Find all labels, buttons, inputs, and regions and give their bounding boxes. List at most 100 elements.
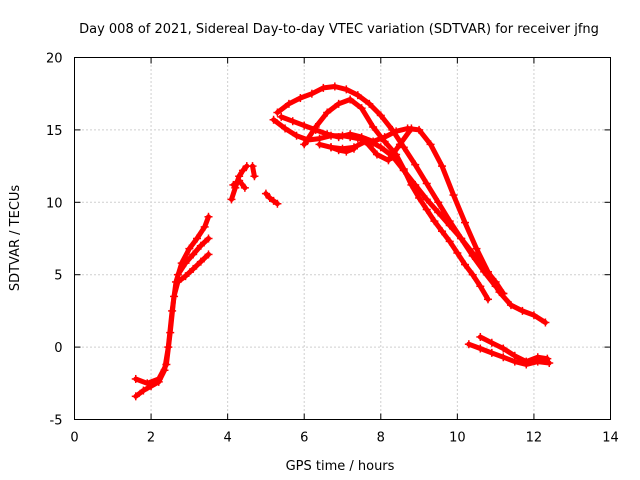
data-point <box>131 374 140 383</box>
x-tick-label: 8 <box>377 431 385 446</box>
data-point <box>506 301 515 310</box>
data-point <box>323 130 332 139</box>
data-point <box>330 82 339 91</box>
data-point <box>483 295 492 304</box>
data-point <box>457 234 466 243</box>
data-point <box>181 259 190 268</box>
data-point <box>476 344 485 353</box>
data-point <box>461 260 470 269</box>
data-point <box>342 85 351 94</box>
data-point <box>499 353 508 362</box>
data-point <box>346 130 355 139</box>
data-point <box>131 392 140 401</box>
data-point <box>173 277 182 286</box>
data-point <box>319 83 328 92</box>
data-point <box>487 348 496 357</box>
data-point <box>415 125 424 134</box>
data-point <box>543 354 552 363</box>
data-point <box>472 244 481 253</box>
data-point <box>399 164 408 173</box>
data-point <box>438 227 447 236</box>
data-point <box>334 99 343 108</box>
data-point <box>461 218 470 227</box>
plot-frame <box>74 57 611 420</box>
data-point <box>204 234 213 243</box>
data-point <box>196 257 205 266</box>
data-point <box>376 111 385 120</box>
data-point <box>426 140 435 149</box>
data-point <box>327 143 336 152</box>
data-point <box>372 150 381 159</box>
data-point <box>334 133 343 142</box>
data-point <box>238 166 247 175</box>
data-point <box>411 160 420 169</box>
y-tick-label: 10 <box>46 196 63 211</box>
y-tick-label: 15 <box>46 124 63 139</box>
data-point <box>422 205 431 214</box>
x-tick-label: 6 <box>300 431 308 446</box>
data-point <box>407 124 416 133</box>
data-point <box>495 288 504 297</box>
x-axis-label: GPS time / hours <box>286 459 395 474</box>
data-point <box>357 104 366 113</box>
data-point <box>434 198 443 207</box>
data-point <box>365 99 374 108</box>
data-point <box>181 272 190 281</box>
data-point <box>250 172 259 181</box>
series-line-track-7 <box>263 191 280 207</box>
y-tick-label: -5 <box>50 414 63 429</box>
data-point <box>139 386 148 395</box>
data-point <box>300 140 309 149</box>
data-point <box>522 357 531 366</box>
data-point <box>154 374 163 383</box>
data-point <box>204 212 213 221</box>
data-point <box>204 250 213 259</box>
y-axis-label: SDTVAR / TECUs <box>8 185 23 292</box>
data-point <box>476 282 485 291</box>
data-point <box>185 244 194 253</box>
data-point <box>269 115 278 124</box>
data-point <box>235 176 244 185</box>
data-point <box>342 147 351 156</box>
data-point <box>483 267 492 276</box>
data-point <box>518 306 527 315</box>
data-point <box>499 344 508 353</box>
data-point <box>434 208 443 217</box>
data-point <box>288 117 297 126</box>
data-point <box>311 123 320 132</box>
data-point <box>449 191 458 200</box>
data-point <box>323 108 332 117</box>
data-point <box>189 264 198 273</box>
data-point <box>277 112 286 121</box>
data-point <box>292 131 301 140</box>
x-tick-label: 14 <box>602 431 619 446</box>
data-point <box>307 89 316 98</box>
axis-ticks: 0 2 4 6 8 10 12 14 -5 0 5 10 15 20 <box>46 52 619 446</box>
data-point <box>281 124 290 133</box>
data-point <box>430 217 439 226</box>
x-tick-label: 4 <box>224 431 232 446</box>
data-point <box>407 180 416 189</box>
data-point <box>422 195 431 204</box>
data-point <box>487 338 496 347</box>
data-point <box>227 195 236 204</box>
data-point <box>369 137 378 146</box>
data-point <box>361 137 370 146</box>
data-point <box>189 250 198 259</box>
x-tick-label: 0 <box>70 431 78 446</box>
data-point <box>261 189 270 198</box>
data-point <box>529 311 538 320</box>
data-point <box>196 241 205 250</box>
data-point <box>173 270 182 279</box>
data-point <box>193 234 202 243</box>
data-point <box>296 94 305 103</box>
x-tick-label: 2 <box>147 431 155 446</box>
data-point <box>273 199 282 208</box>
data-point <box>349 144 358 153</box>
data-point <box>200 222 209 231</box>
data-point <box>453 248 462 257</box>
data-point <box>166 328 175 337</box>
data-point <box>369 123 378 132</box>
data-point <box>284 99 293 108</box>
